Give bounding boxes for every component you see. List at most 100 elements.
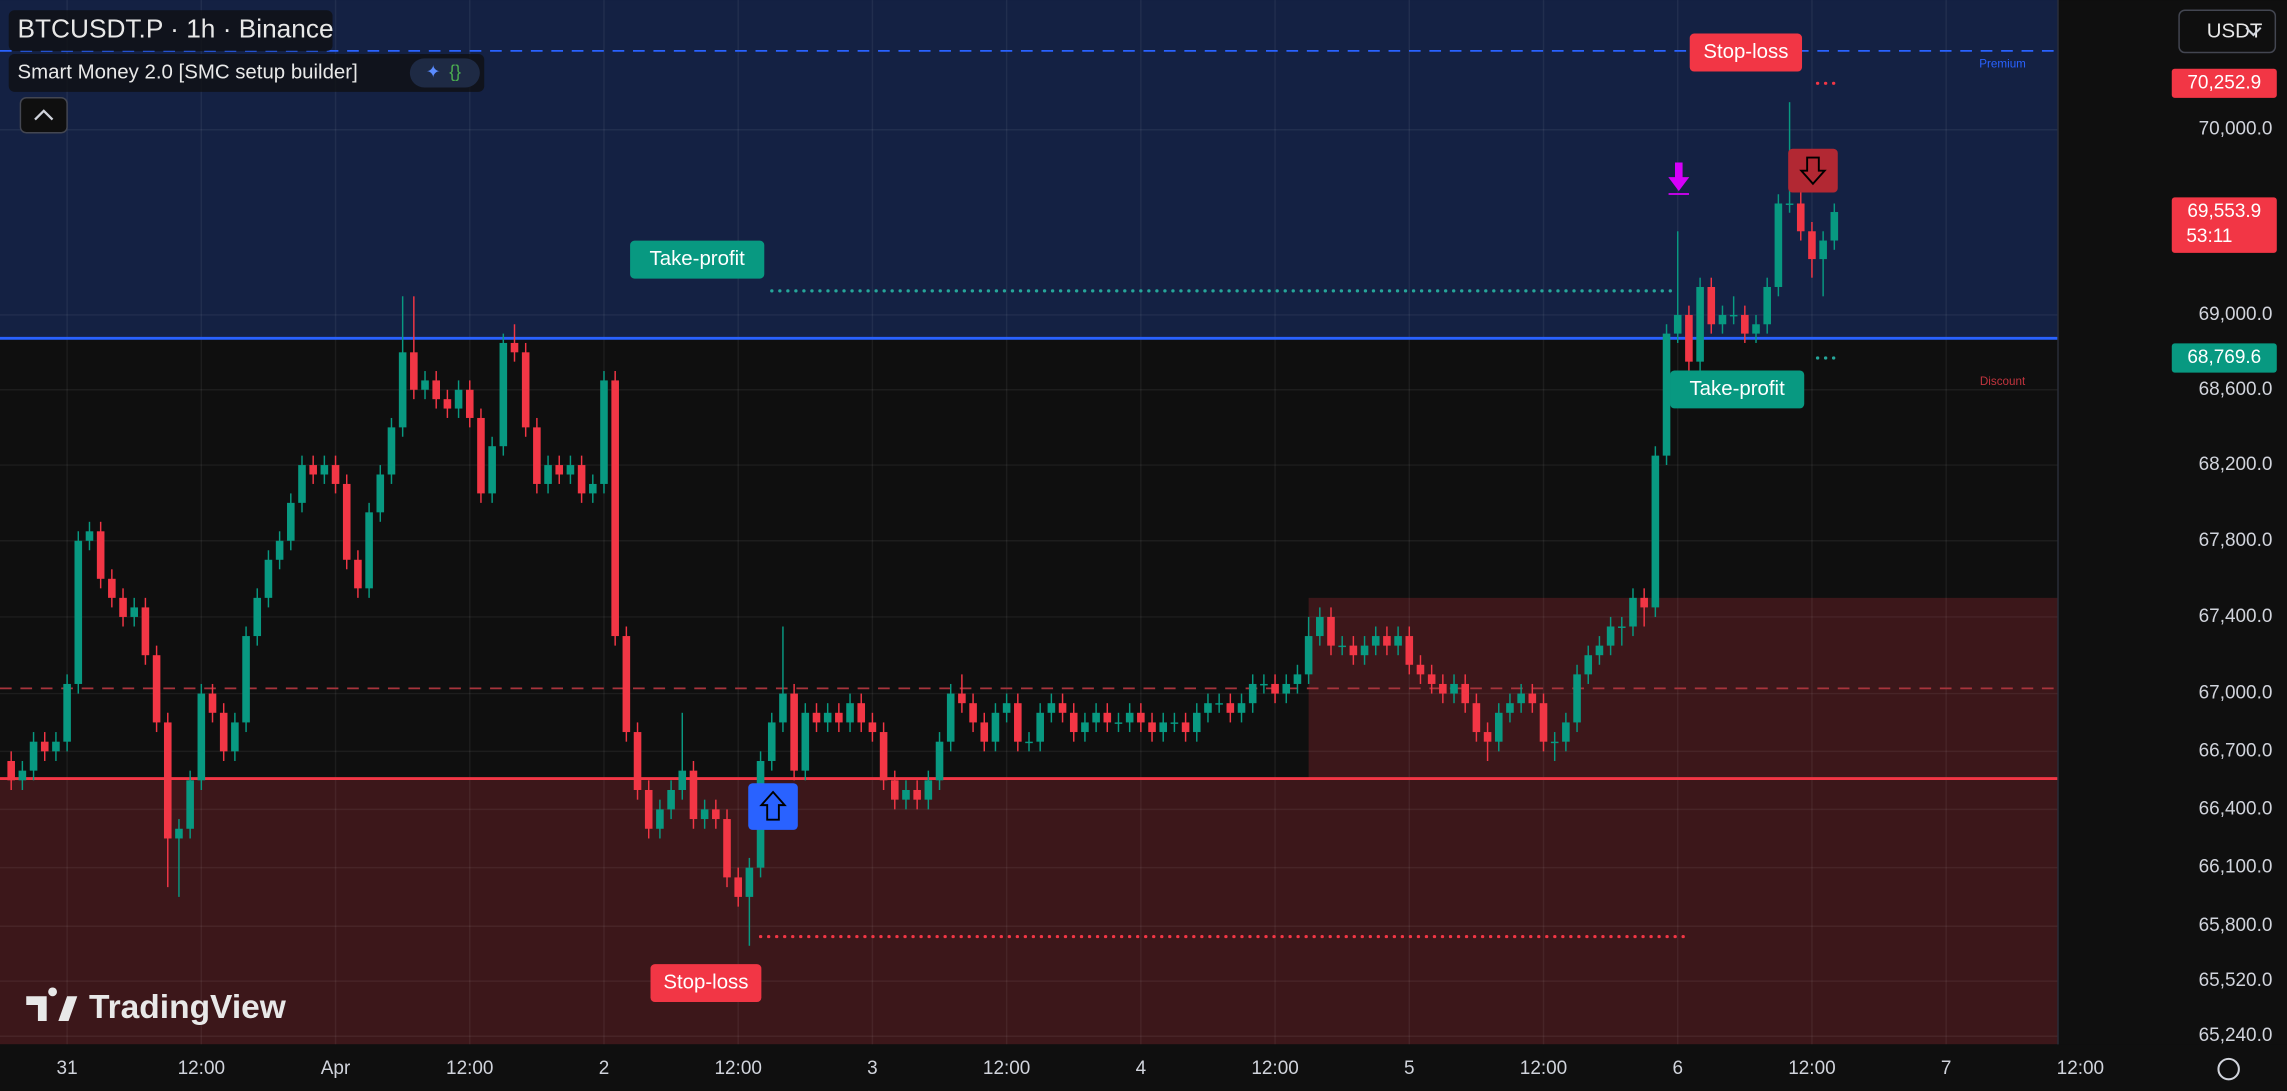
candle-body xyxy=(29,741,38,771)
annotation-box xyxy=(650,964,762,1003)
annotation-box xyxy=(1689,33,1803,72)
x-tick-label: 12:00 xyxy=(178,1058,225,1079)
candle-body xyxy=(499,342,508,447)
candle-body xyxy=(1685,314,1693,362)
candle-body xyxy=(678,770,687,790)
logo-mark xyxy=(26,987,78,1021)
x-tick-label: 12:00 xyxy=(2057,1058,2104,1079)
candle-body xyxy=(1282,683,1291,694)
y-tick-label: 68,600.0 xyxy=(2199,379,2273,400)
candle-body xyxy=(846,703,854,723)
candle-body xyxy=(74,540,83,684)
candle-body xyxy=(231,722,239,752)
price-axis xyxy=(2058,0,2287,1091)
candle-body xyxy=(421,380,429,390)
y-tick-label: 67,000.0 xyxy=(2199,683,2273,704)
candle-body xyxy=(544,465,552,484)
candle-body xyxy=(1148,722,1156,733)
candle-body xyxy=(1640,597,1648,608)
candle-body xyxy=(432,380,441,400)
price-label-box xyxy=(2171,197,2277,253)
candle-body xyxy=(1036,712,1044,742)
candle-body xyxy=(18,770,27,781)
candle-body xyxy=(991,712,1000,742)
candle-body xyxy=(1271,683,1279,694)
candle-body xyxy=(1002,703,1011,713)
candle-body xyxy=(935,741,944,781)
candle-body xyxy=(175,828,183,839)
y-tick-label: 66,400.0 xyxy=(2199,798,2273,819)
y-tick-label: 68,200.0 xyxy=(2199,454,2273,475)
header: BTCUSDT.P · 1h · Binance Smart Money 2.0… xyxy=(8,9,2277,134)
candle-body xyxy=(1416,664,1425,675)
candle-body xyxy=(1461,683,1470,704)
candle-body xyxy=(1394,636,1402,646)
candle-body xyxy=(946,693,955,742)
candle-body xyxy=(801,712,810,771)
indicator-name[interactable]: Smart Money 2.0 [SMC setup builder] xyxy=(18,61,358,83)
candle-body xyxy=(633,732,642,790)
y-tick-label: 65,520.0 xyxy=(2199,970,2273,991)
candle-body xyxy=(331,465,340,484)
candle-body xyxy=(253,597,262,637)
candle-body xyxy=(723,819,731,878)
candle-body xyxy=(835,712,843,723)
candle-body xyxy=(958,693,966,704)
markers xyxy=(748,148,1838,830)
candle-body xyxy=(1573,674,1581,723)
candle-body xyxy=(767,722,776,761)
candle-body xyxy=(1472,703,1481,733)
annotation-box xyxy=(1670,370,1805,409)
candle-body xyxy=(1651,455,1660,608)
candle-body xyxy=(7,760,15,781)
settings-icon[interactable] xyxy=(2217,1057,2240,1081)
settings[interactable] xyxy=(2217,1057,2240,1081)
candle-body xyxy=(566,465,575,475)
candle-body xyxy=(1260,683,1268,686)
candle-body xyxy=(1595,645,1604,656)
candle-body xyxy=(1170,722,1179,724)
candle-body xyxy=(40,741,49,752)
x-tick-label: 31 xyxy=(57,1058,78,1079)
zone-label: Discount xyxy=(1980,375,2026,388)
candle-body xyxy=(902,789,910,800)
annotation-box xyxy=(630,240,765,279)
candle-body xyxy=(1058,703,1067,713)
candle-body xyxy=(365,512,373,589)
candle-body xyxy=(611,380,619,637)
candle-body xyxy=(667,789,675,810)
candle-body xyxy=(1707,286,1716,325)
candle-body xyxy=(1673,314,1682,334)
candle-body xyxy=(1159,722,1168,733)
candle-body xyxy=(152,655,161,723)
candle-body xyxy=(387,427,396,475)
x-tick-label: 12:00 xyxy=(1520,1058,1567,1079)
candle-body xyxy=(488,446,496,494)
candle-body xyxy=(1741,314,1749,334)
price-label: 69,553.9 xyxy=(2187,201,2261,222)
candle-body xyxy=(376,474,385,513)
candle-body xyxy=(790,693,798,771)
icon-arrows: ✦ xyxy=(426,62,441,82)
candle-body xyxy=(219,712,228,752)
price-label-box xyxy=(2171,68,2277,98)
currency-button[interactable] xyxy=(2178,9,2277,54)
collapse-button[interactable] xyxy=(19,96,68,134)
candle-body xyxy=(1081,722,1089,733)
candle-body xyxy=(298,465,306,503)
candle-body xyxy=(1137,712,1145,723)
candle-body xyxy=(275,540,284,560)
candle-body xyxy=(1584,655,1593,675)
candle-body xyxy=(1785,203,1794,205)
candle-body xyxy=(577,465,586,494)
zone-label: Premium xyxy=(1979,57,2026,70)
candle-body xyxy=(1304,636,1313,675)
candle-body xyxy=(1517,693,1525,704)
candle-body xyxy=(890,780,899,800)
logo: TradingView xyxy=(26,987,287,1026)
indicator-icons[interactable] xyxy=(409,58,480,88)
candle-body xyxy=(163,722,172,839)
candle-body xyxy=(1662,333,1671,456)
countdown: 53:11 xyxy=(2186,226,2232,247)
candle-body xyxy=(141,607,150,656)
